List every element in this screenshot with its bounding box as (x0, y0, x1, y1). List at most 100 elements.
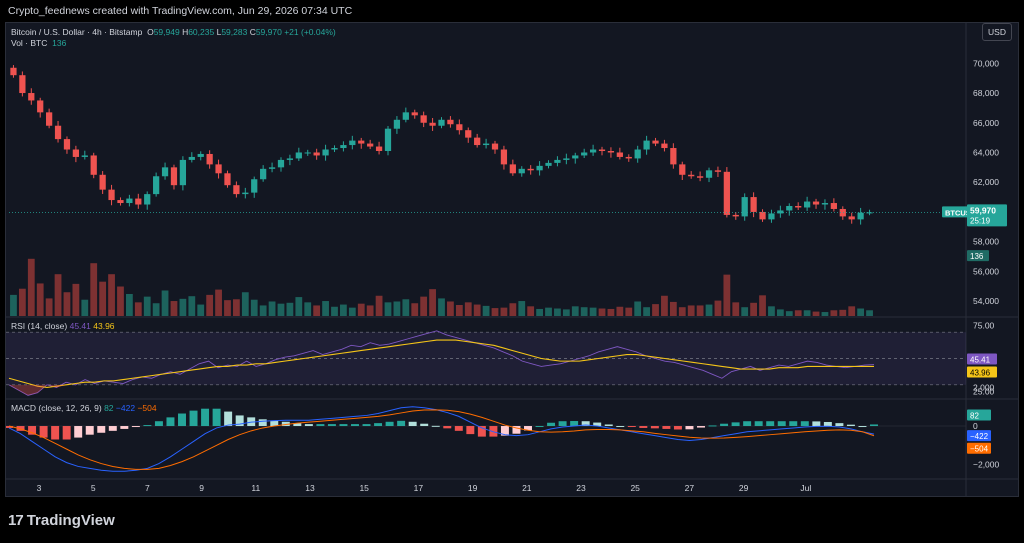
time-tick-label: 13 (305, 483, 315, 493)
candle (179, 159, 187, 186)
volume-bar (741, 307, 749, 316)
open-value: 59,949 (153, 27, 180, 37)
rsi-value-badge (967, 353, 997, 365)
macd-histogram-bar (120, 426, 129, 429)
rsi-tick-label: 75.00 (973, 321, 995, 331)
candle (581, 152, 588, 156)
candle (10, 67, 17, 76)
volume-bar (10, 294, 17, 316)
time-tick-label: 15 (359, 483, 369, 493)
candle (54, 125, 62, 140)
candle (126, 198, 133, 204)
candle (572, 155, 579, 159)
macd-histogram-bar (97, 426, 106, 433)
rsi-oversold-fill (9, 384, 76, 396)
macd-histogram-bar (535, 426, 544, 428)
main-legend: Bitcoin / U.S. Dollar · 4h · Bitstamp O5… (11, 27, 336, 37)
volume-bar (830, 310, 838, 316)
currency-button[interactable]: USD (982, 23, 1012, 41)
volume-bar (438, 298, 445, 316)
candle (474, 137, 481, 146)
macd-histogram-bar (593, 422, 602, 427)
macd-hist-badge-text: 82 (970, 411, 979, 420)
candle (634, 149, 641, 159)
candle (63, 139, 71, 150)
volume-bar (571, 306, 579, 316)
open-label: O (147, 27, 154, 37)
macd-histogram-bar (627, 426, 636, 428)
candle (349, 140, 356, 146)
candle (313, 152, 320, 156)
volume-bar (366, 305, 374, 316)
volume-bar (768, 306, 775, 316)
candle (197, 153, 204, 157)
candle (108, 189, 115, 201)
candle (491, 143, 499, 150)
candle (402, 112, 409, 120)
candle (206, 153, 213, 165)
volume-bar (661, 295, 668, 316)
price-tick-label: 54,000 (973, 296, 999, 306)
volume-bar (45, 298, 53, 316)
volume-bar (598, 308, 606, 316)
macd-label: MACD (close, 12, 26, 9) (11, 403, 102, 413)
macd-histogram-bar (339, 424, 348, 427)
low-label: L (216, 27, 222, 37)
credit-bar: Crypto_feednews created with TradingView… (0, 0, 1024, 22)
volume-bar (634, 301, 642, 316)
volume-bar (108, 274, 115, 316)
macd-signal-badge (967, 442, 991, 454)
macd-histogram-bar (466, 426, 475, 435)
volume-bar (411, 303, 419, 316)
candle (652, 140, 659, 144)
candle (848, 216, 855, 220)
macd-histogram-bar (431, 425, 440, 427)
volume-bar (500, 307, 508, 316)
rsi-label: RSI (14, close) (11, 321, 68, 331)
volume-bar (759, 295, 766, 316)
candle (117, 200, 124, 204)
chart-panel[interactable]: 70,00068,00066,00064,00062,00060,00058,0… (5, 22, 1019, 497)
rsi-legend: RSI (14, close) 45.41 43.96 (11, 321, 115, 331)
macd-histogram-bar (812, 421, 821, 427)
macd-histogram-bar (281, 421, 290, 427)
change-value: +21 (+0.04%) (284, 27, 336, 37)
volume-bar (348, 307, 356, 316)
macd-histogram-bar (397, 420, 406, 427)
candle (277, 159, 285, 168)
volume-bar (27, 258, 35, 316)
macd-histogram-bar (512, 426, 521, 434)
candle (527, 168, 534, 171)
volume-bar (857, 308, 865, 316)
candle (741, 197, 748, 217)
candle (714, 170, 722, 172)
time-tick-label: 7 (145, 483, 150, 493)
volume-bar (589, 307, 597, 316)
macd-value: −422 (115, 403, 136, 413)
volume-bar (277, 303, 285, 316)
volume-bar (233, 299, 240, 316)
candle (188, 156, 195, 160)
macd-histogram-bar (743, 421, 752, 427)
candle (554, 159, 561, 163)
volume-bar (491, 308, 499, 316)
volume-bar (81, 299, 89, 316)
volume-bar (241, 292, 249, 316)
volume-bar (322, 301, 329, 316)
volume-bar (357, 303, 365, 316)
time-tick-label: 3 (37, 483, 42, 493)
macd-line (8, 406, 875, 472)
volume-bar (776, 309, 784, 316)
chart-svg[interactable]: 70,00068,00066,00064,00062,00060,00058,0… (5, 23, 1018, 496)
macd-histogram-bar (374, 423, 383, 427)
volume-bar (562, 309, 570, 316)
volume-bar (866, 310, 873, 316)
tradingview-logo[interactable]: 17 TradingView (8, 512, 115, 529)
macd-legend: MACD (close, 12, 26, 9) 82 −422 −504 (11, 403, 157, 413)
volume-bar (215, 289, 222, 316)
candle (607, 151, 615, 153)
volume-bar (259, 305, 267, 316)
macd-histogram-bar (673, 426, 682, 430)
macd-histogram-bar (547, 422, 556, 427)
macd-histogram-bar (351, 424, 359, 427)
